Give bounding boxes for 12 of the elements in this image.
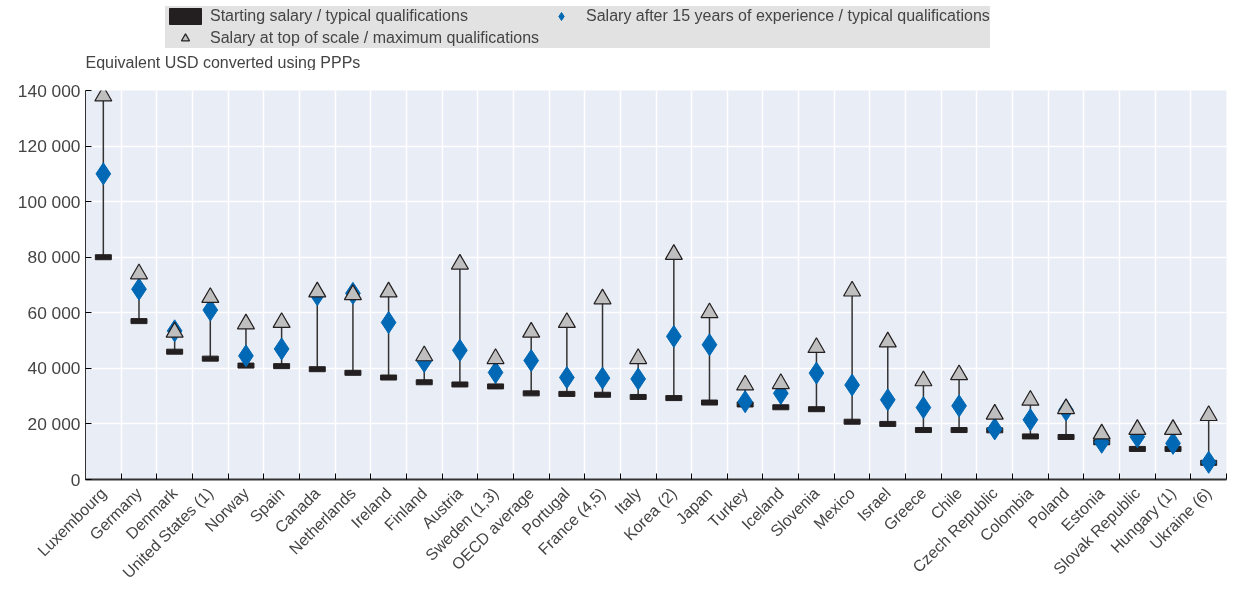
- y-tick-label: 140 000: [17, 80, 81, 101]
- y-tick-label: 20 000: [27, 413, 81, 434]
- legend-label: Starting salary / typical qualifications: [210, 7, 468, 25]
- y-tick-label: 40 000: [27, 358, 81, 379]
- y-tick-label: 100 000: [17, 191, 81, 212]
- y-tick-label: 0: [70, 469, 81, 490]
- y-tick-label: 80 000: [27, 247, 81, 268]
- y-tick-label: 120 000: [17, 136, 81, 157]
- y-axis-title: Equivalent USD converted using PPPs: [85, 53, 361, 71]
- legend-label: Salary at top of scale / maximum qualifications: [210, 29, 540, 47]
- legend-label: Salary after 15 years of experience / typical qualifications: [586, 7, 990, 25]
- y-tick-label: 60 000: [27, 302, 81, 323]
